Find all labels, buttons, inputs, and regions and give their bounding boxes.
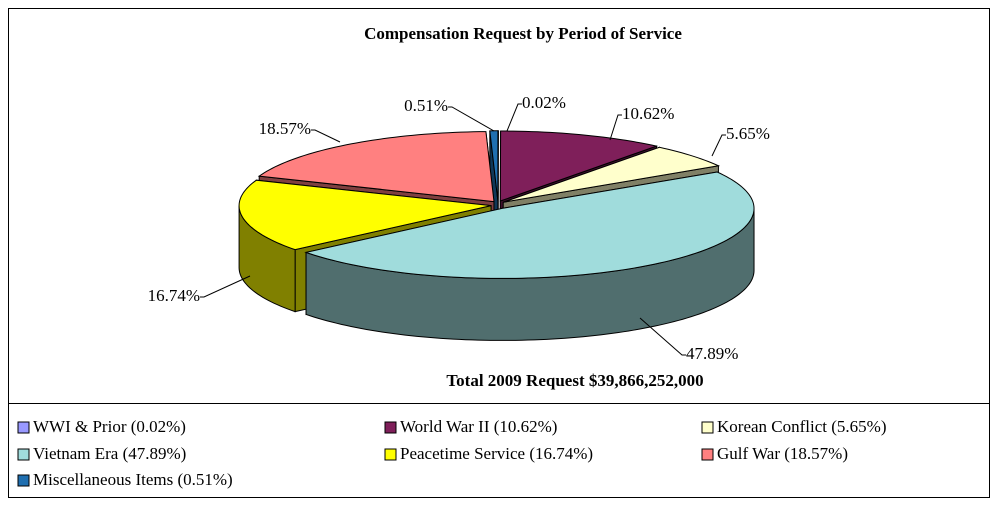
leader-line: [311, 129, 341, 143]
slice: [257, 131, 495, 203]
leader-line: [200, 275, 251, 298]
leader-line: [609, 114, 622, 141]
legend-swatch: [384, 448, 397, 461]
legend-swatch: [17, 474, 30, 487]
legend-swatch: [384, 421, 397, 434]
legend-label: World War II (10.62%): [400, 417, 557, 436]
legend-label: Korean Conflict (5.65%): [717, 417, 886, 436]
slice: [499, 130, 659, 202]
legend-swatch: [701, 421, 714, 434]
data-label: 47.89%: [686, 344, 738, 363]
legend-label: Vietnam Era (47.89%): [33, 444, 186, 463]
data-label: 10.62%: [622, 104, 674, 123]
data-label: 0.02%: [522, 93, 566, 112]
data-label: 16.74%: [148, 286, 200, 305]
data-label: 0.51%: [404, 96, 448, 115]
legend-swatch: [17, 448, 30, 461]
legend-swatch: [701, 448, 714, 461]
slice: [503, 146, 721, 203]
slice: [238, 179, 492, 251]
legend-label: Peacetime Service (16.74%): [400, 444, 593, 463]
legend-label: Miscellaneous Items (0.51%): [33, 470, 233, 489]
slice: [304, 171, 755, 279]
data-label: 18.57%: [259, 119, 311, 138]
leader-line: [711, 134, 726, 157]
legend-label: WWI & Prior (0.02%): [33, 417, 186, 436]
leader-line: [639, 317, 686, 356]
chart-title: Compensation Request by Period of Servic…: [364, 24, 682, 43]
leader-line: [506, 103, 522, 132]
legend-swatch: [17, 421, 30, 434]
leader-line: [448, 106, 495, 132]
annotation: Total 2009 Request $39,866,252,000: [446, 371, 703, 390]
data-label: 5.65%: [726, 124, 770, 143]
legend-label: Gulf War (18.57%): [717, 444, 848, 463]
